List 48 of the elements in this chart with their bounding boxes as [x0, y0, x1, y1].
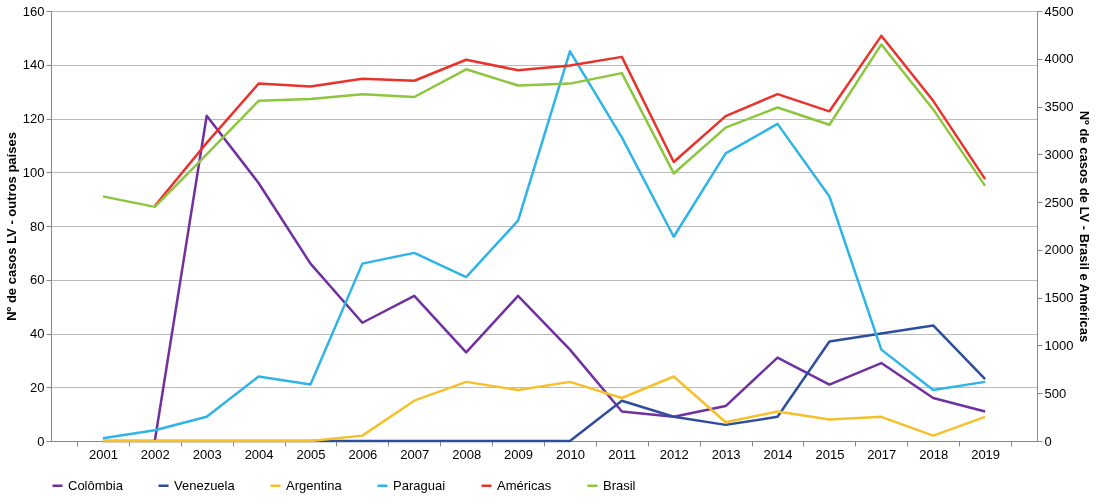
x-tick-label: 2008 — [452, 446, 482, 462]
x-tick-label: 2019 — [971, 446, 1001, 462]
y-tick-label: 60 — [30, 272, 45, 288]
x-tick-label: 2017 — [867, 446, 897, 462]
y2-tick-label: 4000 — [1044, 51, 1074, 67]
y-tick-label: 40 — [30, 326, 45, 341]
y2-tick-label: 0 — [1044, 433, 1052, 449]
x-tick-label: 2004 — [244, 446, 274, 462]
y2-tick-label: 2000 — [1044, 242, 1074, 258]
x-tick-label: 2001 — [88, 446, 118, 462]
y2-tick-label: 3000 — [1044, 146, 1074, 162]
legend-label: Venezuela — [174, 477, 236, 493]
legend-label: Brasil — [603, 477, 636, 493]
x-tick-label: 2003 — [192, 446, 222, 462]
x-tick-label: 2012 — [659, 446, 689, 462]
x-tick-label: 2011 — [608, 446, 637, 462]
line-series — [153, 114, 987, 443]
y-tick-label: 120 — [22, 111, 45, 126]
x-tick-label: 2005 — [296, 446, 326, 462]
x-tick-label: 2006 — [348, 446, 378, 462]
x-tick-label: 2010 — [555, 446, 585, 462]
y-tick-label: 100 — [22, 164, 45, 180]
x-tick-label: 2002 — [140, 446, 170, 462]
x-tick-label: 2007 — [400, 446, 430, 462]
y2-axis-title: Nº de casos de LV - Brasil e Américas — [1077, 110, 1093, 343]
x-tick-label: 2015 — [815, 446, 845, 462]
y2-tick-label: 500 — [1044, 385, 1067, 401]
x-tick-label: 2014 — [763, 446, 793, 462]
y-tick-label: 160 — [22, 3, 45, 19]
x-tick-label: 2018 — [919, 446, 949, 462]
y2-tick-label: 1500 — [1044, 290, 1074, 306]
legend-label: Colômbia — [68, 477, 124, 493]
legend-label: Paraguai — [393, 477, 446, 493]
y2-tick-label: 4500 — [1044, 3, 1074, 19]
y-tick-label: 0 — [37, 433, 45, 449]
y2-tick-label: 1000 — [1044, 337, 1074, 353]
y2-tick-label: 3500 — [1044, 99, 1074, 115]
x-tick-label: 2013 — [711, 446, 741, 462]
y-axis-title: Nº de casos LV - outros países — [3, 132, 19, 321]
legend-label: Argentina — [286, 477, 343, 493]
line-series — [101, 50, 987, 440]
line-series — [101, 375, 987, 443]
y2-tick-label: 2500 — [1044, 194, 1074, 210]
legend-label: Américas — [497, 477, 552, 493]
y-tick-label: 80 — [30, 218, 45, 234]
y-tick-label: 20 — [30, 379, 45, 395]
y-tick-label: 140 — [22, 57, 45, 73]
x-tick-label: 2009 — [504, 446, 534, 462]
